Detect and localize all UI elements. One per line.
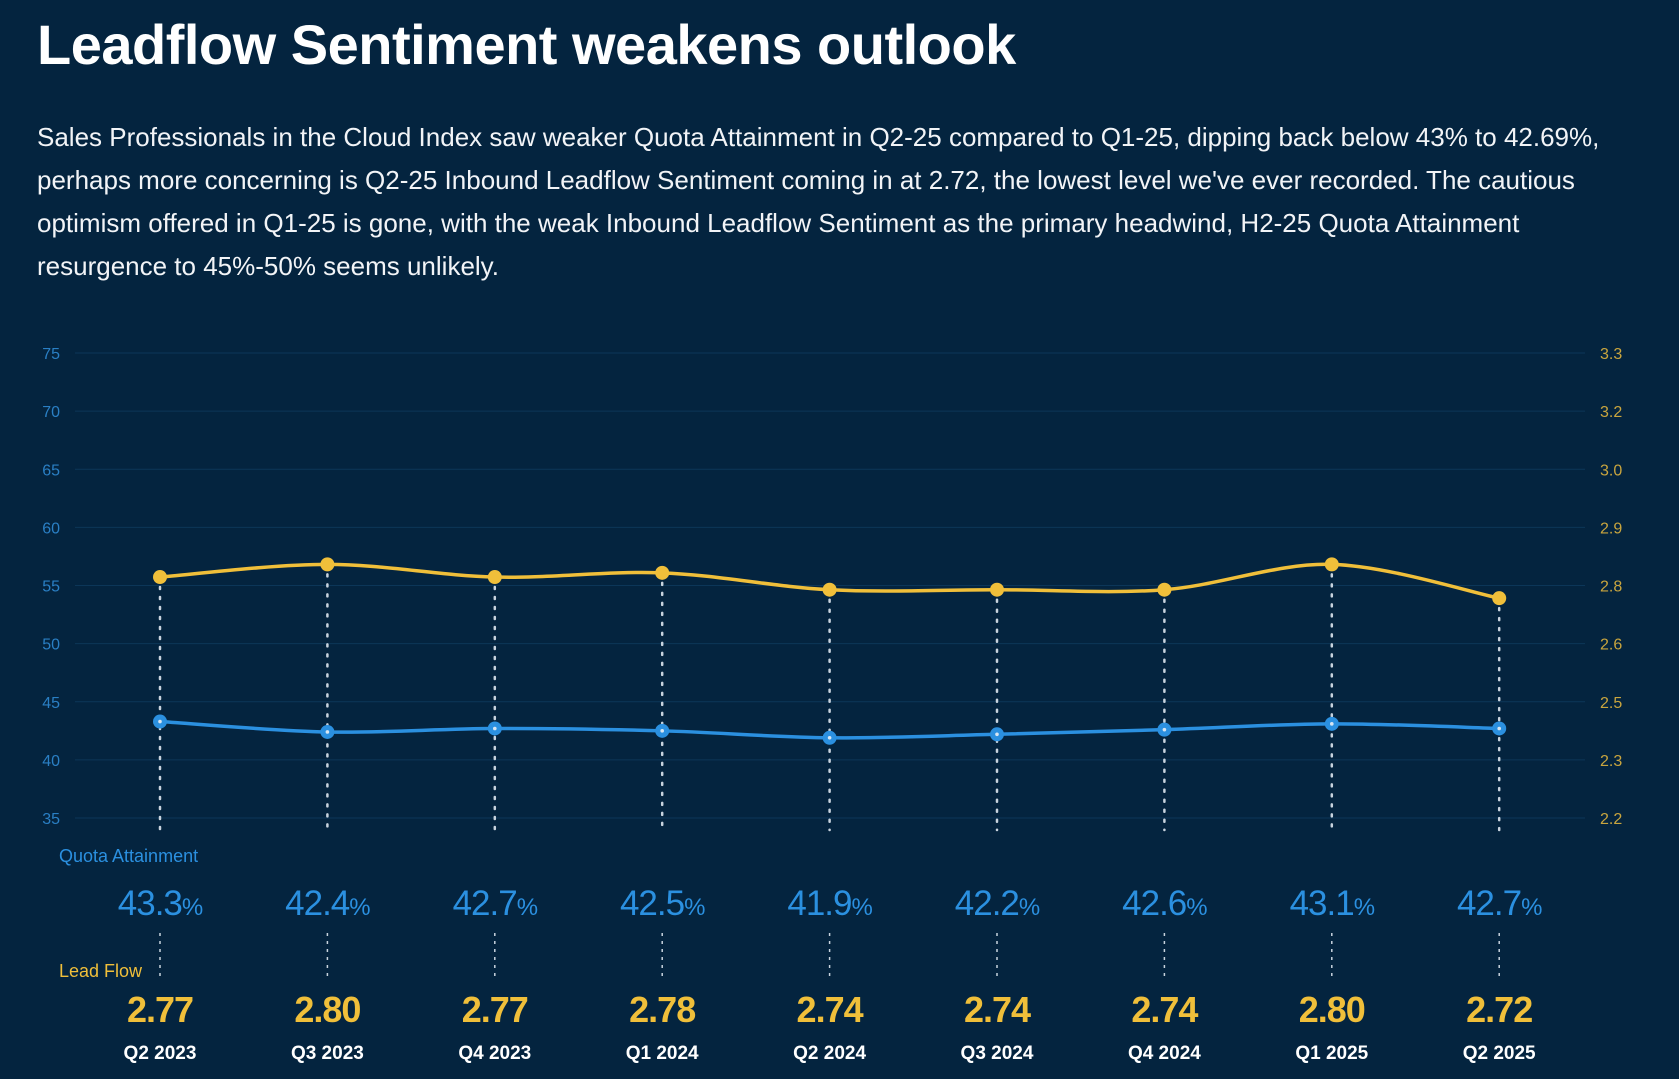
leadflow-value-label: 2.80: [294, 989, 360, 1030]
right-axis-tick: 2.5: [1600, 695, 1622, 712]
right-axis-tick: 3.0: [1600, 462, 1622, 479]
quota-value-label: 43.3%: [118, 884, 203, 923]
leadflow-legend-label: Lead Flow: [59, 961, 143, 981]
quarter-label: Q2 2023: [124, 1043, 197, 1064]
left-axis-tick: 60: [42, 520, 60, 537]
quota-value-label: 42.7%: [453, 884, 538, 923]
percent-unit: %: [1521, 894, 1542, 921]
leadflow-point: [320, 557, 335, 572]
description: Sales Professionals in the Cloud Index s…: [37, 122, 1600, 281]
leadflow-value-label: 2.74: [797, 989, 864, 1030]
quota-value-label: 42.4%: [285, 884, 370, 923]
left-axis-tick: 40: [42, 753, 60, 770]
quota-point-center: [995, 732, 999, 737]
quarter-label: Q4 2023: [458, 1043, 531, 1064]
quota-value-label: 41.9%: [787, 884, 872, 923]
quota-point-center: [827, 735, 832, 740]
leadflow-value-label: 2.74: [1131, 989, 1198, 1030]
quarter-label: Q1 2024: [626, 1043, 699, 1064]
right-axis-tick: 2.6: [1600, 637, 1622, 654]
leadflow-point: [822, 582, 837, 597]
right-axis-tick: 2.8: [1600, 579, 1622, 596]
quota-value-label: 43.1%: [1290, 884, 1375, 923]
left-axis-tick: 75: [42, 346, 60, 363]
left-axis-tick: 35: [42, 811, 60, 828]
percent-unit: %: [1354, 894, 1375, 921]
percent-unit: %: [182, 894, 203, 921]
leadflow-point: [487, 570, 502, 585]
left-axis-tick: 70: [42, 404, 60, 421]
leadflow-point: [1492, 591, 1507, 606]
leadflow-value-label: 2.78: [629, 989, 695, 1030]
quota-point-center: [1330, 722, 1334, 726]
percent-unit: %: [1019, 894, 1040, 921]
quarter-label: Q1 2025: [1295, 1043, 1368, 1064]
left-axis-tick: 50: [42, 637, 60, 654]
right-axis-tick: 3.2: [1600, 404, 1622, 421]
quota-value-label: 42.5%: [620, 884, 705, 923]
leadflow-value-label: 2.77: [462, 989, 528, 1030]
quota-point-center: [325, 730, 330, 734]
leadflow-point: [1324, 557, 1339, 572]
percent-unit: %: [851, 894, 872, 921]
quota-value-label: 42.2%: [955, 884, 1040, 923]
quota-point-center: [493, 726, 497, 731]
right-axis-tick: 3.3: [1600, 346, 1622, 363]
right-axis-tick: 2.3: [1600, 753, 1622, 770]
percent-unit: %: [1186, 894, 1207, 921]
leadflow-point: [153, 570, 167, 585]
quota-legend-label: Quota Attainment: [59, 846, 198, 866]
left-axis-tick: 45: [42, 695, 60, 712]
quarter-label: Q3 2024: [961, 1043, 1034, 1064]
percent-unit: %: [684, 894, 705, 921]
quota-value-label: 42.7%: [1457, 884, 1542, 923]
leadflow-value-label: 2.74: [964, 989, 1031, 1030]
leadflow-point: [990, 582, 1004, 597]
quarter-label: Q4 2024: [1128, 1043, 1201, 1064]
quota-point-center: [158, 719, 162, 724]
quota-point-center: [1497, 726, 1501, 731]
percent-unit: %: [349, 894, 370, 921]
leadflow-value-label: 2.72: [1466, 989, 1532, 1030]
right-axis-tick: 2.2: [1600, 811, 1622, 828]
right-axis-tick: 2.9: [1600, 520, 1622, 537]
leadflow-point: [655, 565, 670, 580]
leadflow-value-label: 2.80: [1299, 989, 1365, 1030]
page-title: Leadflow Sentiment weakens outlook: [37, 13, 1016, 76]
quarter-label: Q2 2024: [793, 1043, 866, 1064]
quarter-label: Q3 2023: [291, 1043, 364, 1064]
percent-unit: %: [517, 894, 538, 921]
quarter-label: Q2 2025: [1463, 1043, 1536, 1064]
left-axis-tick: 55: [42, 579, 60, 596]
quota-value-label: 42.6%: [1122, 884, 1207, 923]
left-axis-tick: 65: [42, 462, 60, 479]
leadflow-point: [1157, 582, 1172, 597]
leadflow-value-label: 2.77: [127, 989, 193, 1030]
quota-point-center: [660, 729, 664, 733]
quota-point-center: [1162, 727, 1167, 732]
